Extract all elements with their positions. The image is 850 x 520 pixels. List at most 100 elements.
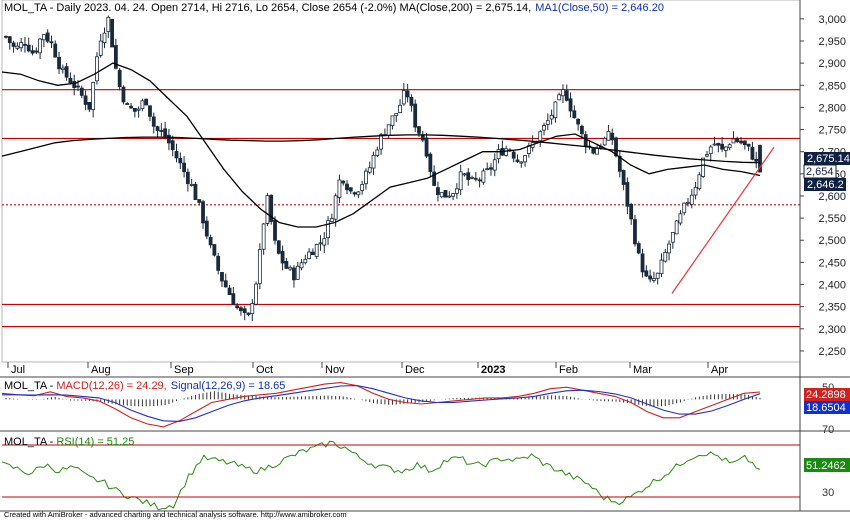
candle — [348, 187, 353, 194]
candle-body — [686, 201, 690, 204]
candle — [216, 253, 221, 275]
macd-panel[interactable] — [1, 382, 761, 428]
candle — [326, 216, 330, 245]
candle-body — [591, 148, 596, 154]
candle — [64, 62, 69, 81]
rsi-tick-70: 70 — [822, 424, 834, 436]
macd-line — [1, 382, 761, 428]
y-tick-label: 2,250 — [818, 346, 846, 358]
candle — [367, 161, 372, 175]
candle-body — [352, 192, 357, 195]
candle-body — [132, 107, 137, 112]
candle — [87, 102, 92, 113]
candle — [708, 144, 713, 162]
trend-line[interactable] — [671, 146, 775, 294]
candle — [398, 99, 402, 114]
candle — [689, 189, 694, 209]
candle — [401, 83, 406, 106]
candle-body — [549, 114, 554, 120]
candle — [636, 241, 641, 255]
candle-body — [511, 151, 516, 159]
candle — [220, 271, 224, 287]
candle-body — [159, 130, 164, 132]
candle — [580, 124, 584, 139]
candle-body — [148, 105, 152, 117]
candle — [693, 181, 698, 200]
price-panel[interactable] — [1, 15, 800, 328]
candle — [557, 92, 562, 101]
candle — [663, 248, 668, 263]
candle-body — [428, 153, 433, 173]
candle — [742, 140, 747, 150]
candle — [371, 151, 376, 175]
candle — [227, 285, 232, 296]
candle-body — [284, 261, 289, 269]
candle-body — [314, 244, 319, 257]
ma200-tag: 2,675.14 — [807, 153, 850, 165]
candle — [170, 135, 175, 157]
candle — [341, 180, 346, 186]
candle-body — [424, 137, 429, 157]
candle-body — [41, 34, 46, 41]
candle — [125, 102, 130, 105]
candle-body — [223, 280, 228, 288]
candle — [678, 210, 683, 226]
quote-text: - Daily 2023. 04. 24. Open 2714, Hi 2716… — [47, 2, 400, 14]
candle — [269, 194, 274, 225]
y-tick-label: 2,450 — [818, 257, 846, 269]
candle-body — [288, 266, 293, 270]
rsi-panel[interactable] — [1, 440, 800, 511]
candle — [542, 122, 546, 136]
candle-body — [216, 255, 221, 271]
candle — [303, 254, 308, 265]
candle-body — [185, 171, 190, 185]
candle — [360, 180, 365, 195]
candle-body — [76, 85, 80, 88]
candle — [549, 109, 554, 125]
candle — [667, 240, 671, 261]
candle-body — [280, 251, 285, 264]
x-tick-label: Feb — [559, 364, 578, 376]
candle-body — [83, 95, 88, 105]
ma50-tag-box — [804, 178, 846, 191]
candle-body — [655, 272, 660, 279]
candle-body — [254, 283, 258, 305]
candle-body — [519, 161, 524, 164]
candle — [553, 101, 558, 123]
candle — [34, 47, 39, 54]
candle-body — [235, 305, 240, 309]
candle — [489, 163, 493, 176]
candle — [523, 154, 527, 167]
candle-body — [394, 113, 399, 117]
candle — [379, 132, 384, 155]
candle — [174, 143, 179, 163]
candle — [746, 143, 751, 152]
candle-body — [614, 137, 618, 157]
candle — [83, 90, 88, 111]
candle-body — [197, 199, 202, 203]
candle — [295, 261, 300, 280]
candle — [629, 202, 634, 225]
candle — [413, 99, 418, 132]
candle-body — [409, 96, 414, 106]
candle-body — [242, 308, 247, 314]
candle-body — [629, 203, 634, 220]
candle-body — [466, 172, 471, 180]
candle — [583, 131, 588, 154]
candle-body — [11, 42, 16, 47]
candle — [591, 147, 596, 155]
candle-body — [723, 146, 728, 151]
candle-body — [174, 151, 179, 159]
signal-legend: Signal(12,26,9) = 18.65 — [171, 380, 286, 392]
x-tick-label: Nov — [325, 364, 345, 376]
candle — [231, 286, 236, 306]
candle — [739, 136, 743, 145]
candle — [754, 151, 759, 169]
candle — [405, 83, 410, 103]
candle-body — [26, 44, 31, 52]
candle-body — [95, 56, 99, 82]
candle-body — [750, 146, 755, 160]
candle — [432, 165, 437, 187]
candle-body — [731, 138, 736, 144]
candle — [26, 37, 31, 53]
